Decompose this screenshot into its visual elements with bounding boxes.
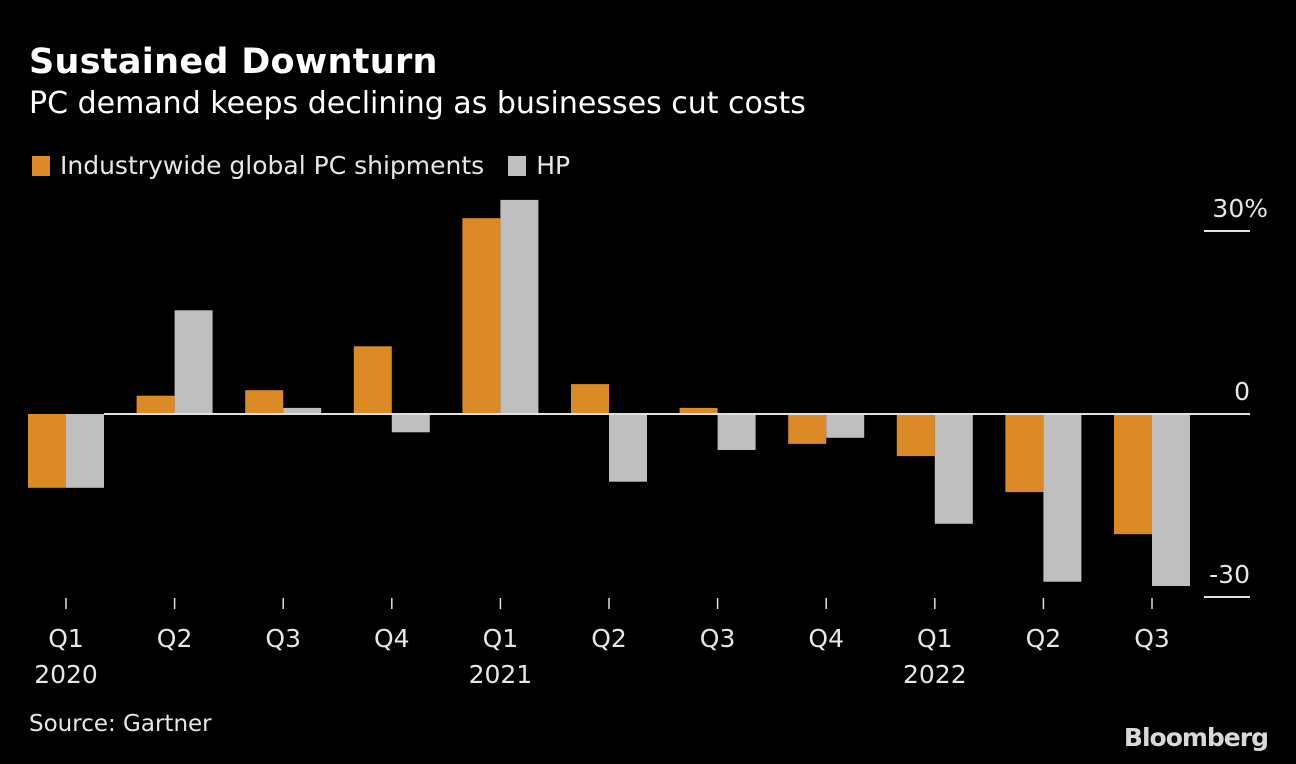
- bar-industry-5: [462, 218, 501, 414]
- bar-hp-10: [1043, 414, 1082, 582]
- x-tick-label-10: Q2: [1026, 624, 1062, 653]
- legend-swatch-hp: [508, 155, 527, 176]
- x-tick-label-9: Q1: [917, 624, 953, 653]
- x-tick-label-6: Q2: [591, 624, 627, 653]
- bar-hp-9: [934, 414, 973, 524]
- x-tick-label-1: Q1: [48, 624, 84, 653]
- chart-title: Sustained Downturn: [29, 42, 438, 82]
- chart-subtitle: PC demand keeps declining as businesses …: [29, 86, 806, 121]
- bar-hp-6: [609, 414, 647, 482]
- bar-industry-4: [353, 346, 392, 414]
- legend: Industrywide global PC shipments HP: [32, 151, 594, 180]
- bar-industry-6: [571, 384, 609, 414]
- x-tick-label-2: Q2: [157, 624, 193, 653]
- bar-hp-4: [391, 414, 430, 433]
- x-year-label-1: 2020: [34, 660, 98, 689]
- bar-industry-9: [896, 414, 935, 457]
- bar-industry-11: [1114, 414, 1152, 535]
- bar-hp-2: [174, 310, 213, 414]
- x-tick-label-7: Q3: [700, 624, 736, 653]
- bar-industry-8: [788, 414, 827, 444]
- legend-swatch-industry: [32, 155, 50, 176]
- legend-item-hp: HP: [508, 151, 570, 180]
- bar-industry-2: [136, 395, 175, 414]
- bar-industry-7: [679, 407, 718, 414]
- y-tick-label-0: 30%: [1212, 194, 1268, 223]
- bar-industry-3: [245, 390, 284, 414]
- legend-label-hp: HP: [536, 151, 571, 180]
- x-tick-label-8: Q4: [808, 624, 844, 653]
- x-tick-label-3: Q3: [265, 624, 301, 653]
- bar-hp-8: [826, 414, 865, 438]
- bar-hp-1: [66, 414, 104, 488]
- bar-hp-5: [500, 199, 539, 414]
- x-tick-label-5: Q1: [483, 624, 519, 653]
- y-tick-label-1: 0: [1234, 377, 1250, 406]
- bar-hp-3: [283, 407, 322, 414]
- bar-industry-10: [1005, 414, 1044, 493]
- legend-label-industry: Industrywide global PC shipments: [60, 151, 485, 180]
- x-year-label-3: 2022: [903, 660, 967, 689]
- bar-hp-7: [717, 414, 756, 450]
- bloomberg-logo: Bloomberg: [1123, 723, 1269, 752]
- legend-item-industry: Industrywide global PC shipments: [32, 151, 484, 180]
- source-note: Source: Gartner: [29, 711, 212, 737]
- x-tick-label-4: Q4: [374, 624, 410, 653]
- y-tick-label-2: -30: [1209, 560, 1250, 589]
- bar-industry-1: [28, 414, 66, 488]
- bar-hp-11: [1152, 414, 1190, 587]
- x-year-label-2: 2021: [469, 660, 533, 689]
- x-tick-label-11: Q3: [1134, 624, 1170, 653]
